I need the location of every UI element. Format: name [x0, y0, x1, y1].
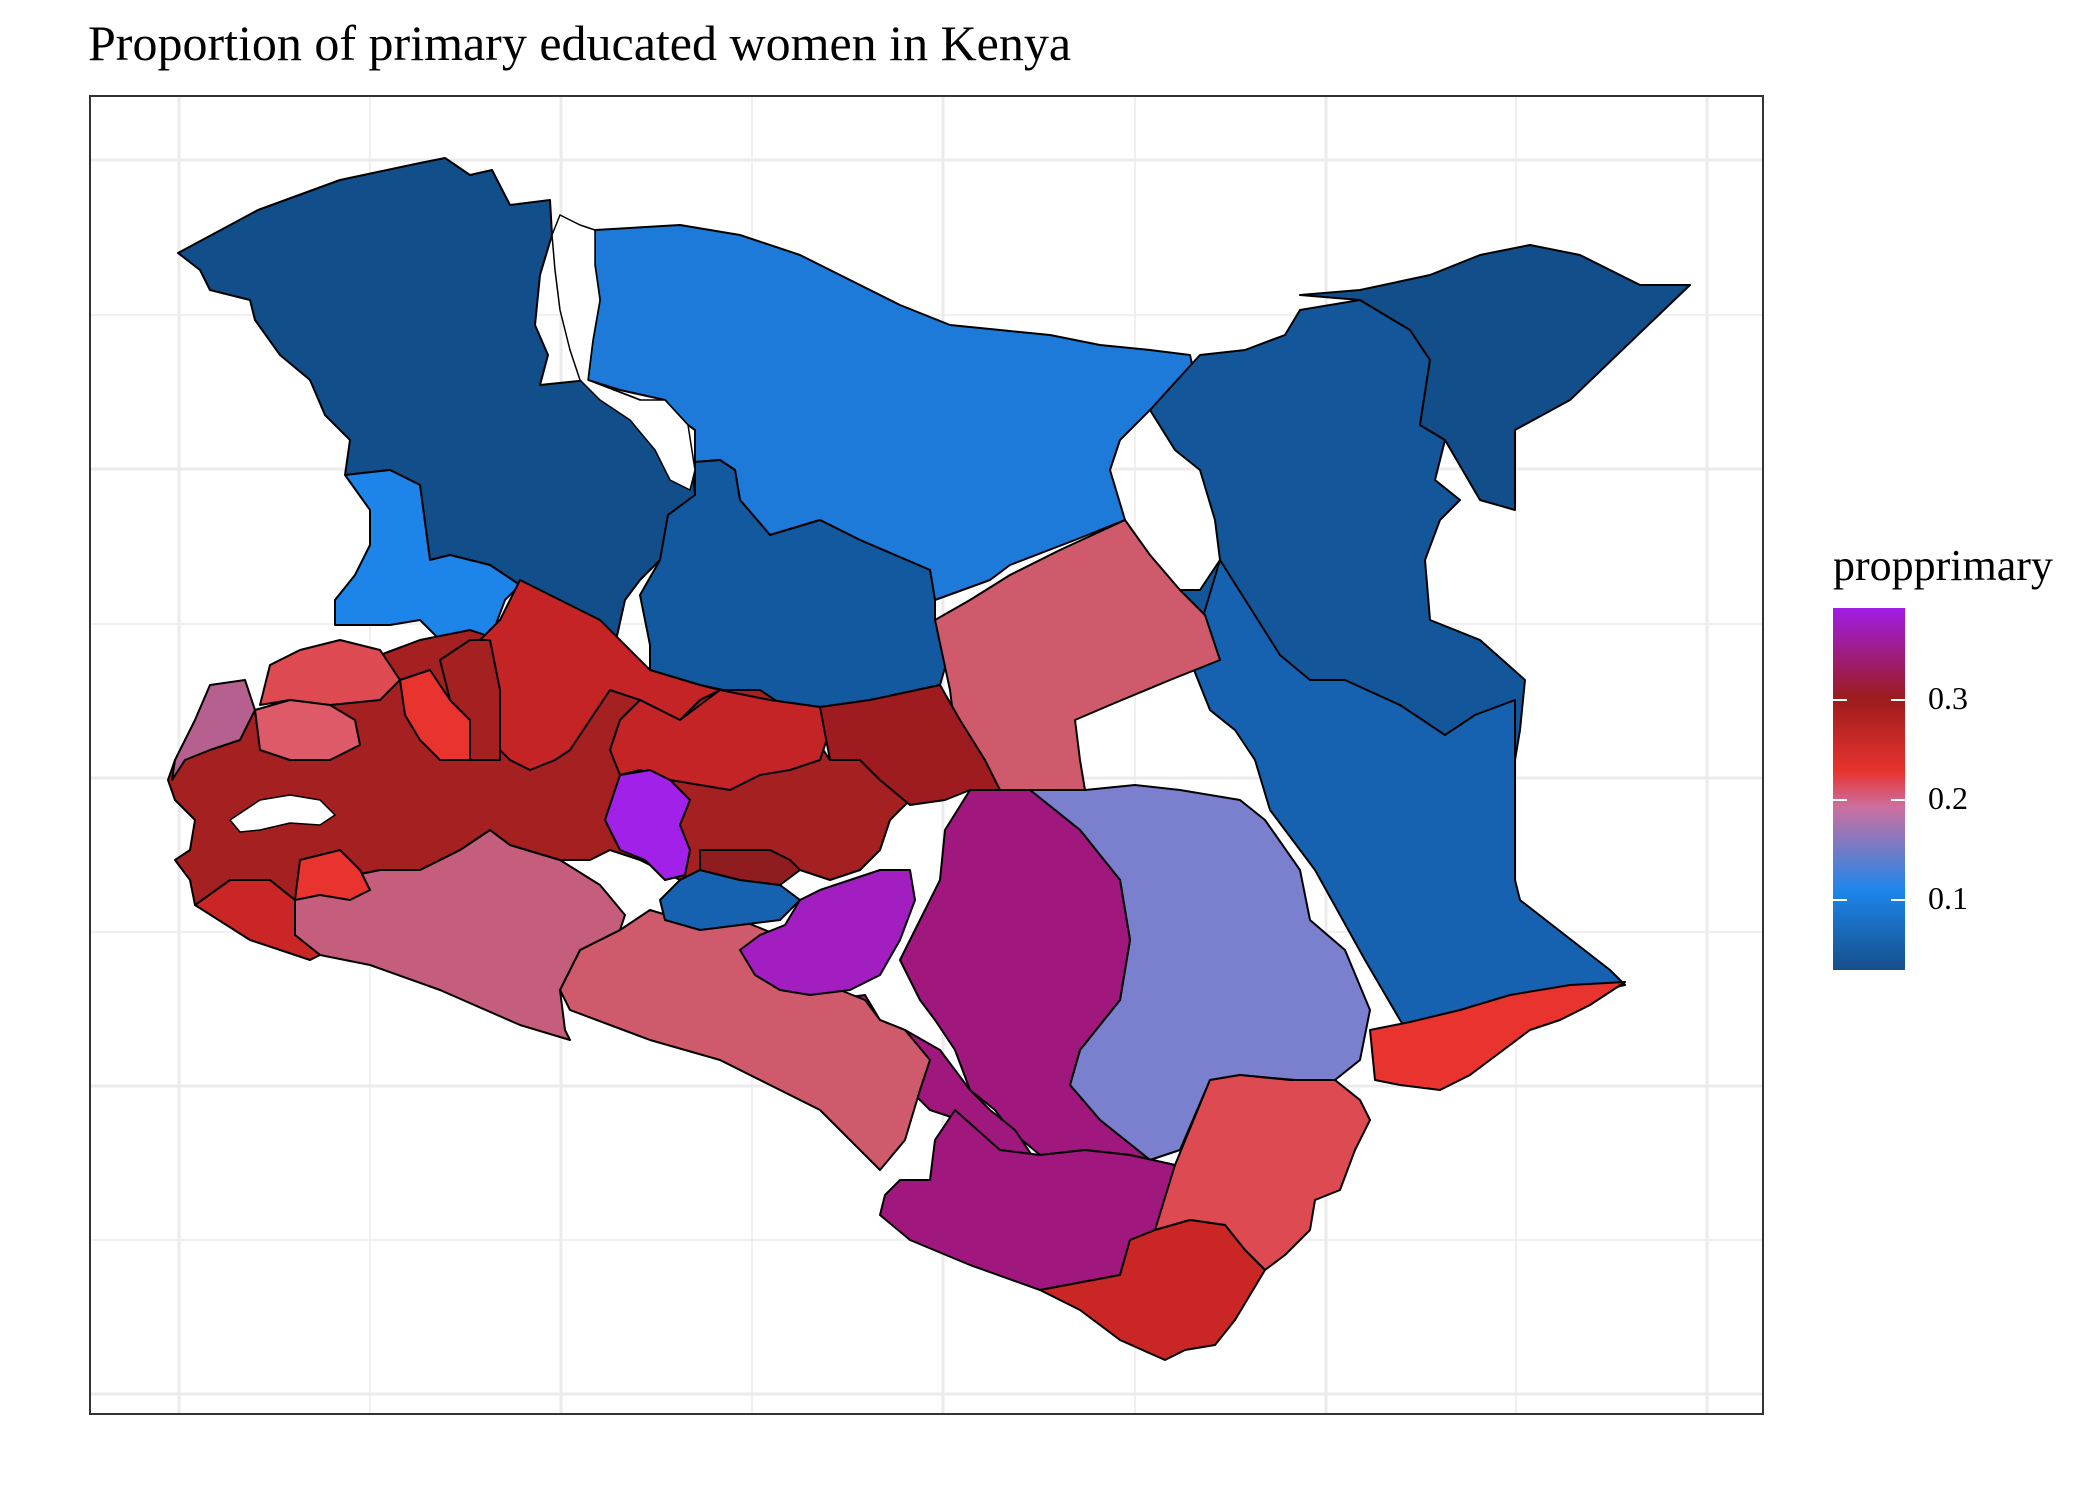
- region-elgeyo: [439, 639, 501, 761]
- region-mandera: [1299, 244, 1691, 511]
- region-nyandarua: [604, 769, 691, 881]
- region-laikipia: [609, 689, 831, 791]
- region-machakos: [739, 869, 916, 996]
- region-lamu: [1369, 981, 1626, 1091]
- panel-border: [89, 95, 1764, 1415]
- legend-tick-label-0-3: 0.3: [1928, 680, 1968, 716]
- legend-title: propprimary: [1833, 541, 2053, 590]
- lake-turkana: [551, 214, 696, 491]
- legend-tick-label-0-2: 0.2: [1928, 780, 1968, 816]
- region-muranga: [699, 849, 801, 886]
- map-title: Proportion of primary educated women in …: [88, 15, 1072, 71]
- region-kisumu: [294, 849, 371, 901]
- region-kakamega: [259, 639, 401, 706]
- region-busia: [254, 699, 361, 761]
- legend-colorbar: [1833, 608, 1905, 970]
- region-turkana: [177, 157, 696, 646]
- region-siaya: [171, 679, 256, 781]
- region-meru: [819, 684, 1031, 806]
- region-kwale: [1039, 1219, 1266, 1361]
- lake-victoria-gulf: [229, 794, 336, 833]
- legend-tick-label-0-1: 0.1: [1928, 880, 1968, 916]
